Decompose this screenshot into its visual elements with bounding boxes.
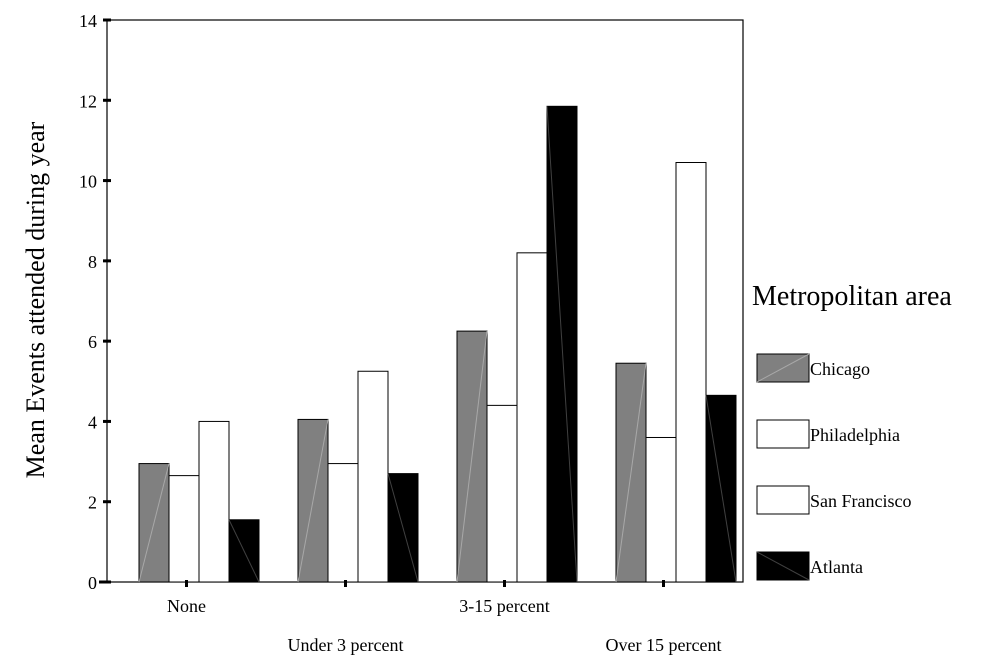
legend-swatch-philadelphia — [756, 419, 810, 449]
bar-philadelphia — [327, 463, 359, 583]
legend-hatch — [756, 551, 810, 581]
y-tick-label: 12 — [79, 91, 97, 111]
legend-title: Metropolitan area — [752, 281, 952, 312]
bar-hatch — [138, 463, 170, 583]
bar-hatch — [387, 473, 419, 583]
bar-hatch — [615, 363, 647, 583]
x-category-label: Under 3 percent — [288, 635, 404, 655]
bar-philadelphia — [486, 404, 518, 583]
bars — [138, 105, 737, 583]
bar-san-francisco — [198, 420, 230, 583]
x-category-label: None — [167, 596, 206, 616]
legend-label: Philadelphia — [810, 425, 900, 445]
bar-philadelphia — [645, 436, 677, 583]
bar-san-francisco — [675, 162, 707, 583]
bar-san-francisco — [516, 252, 548, 583]
legend-swatch-san-francisco — [756, 485, 810, 515]
bar-philadelphia — [168, 475, 200, 583]
bar-hatch — [546, 106, 578, 583]
bar-hatch — [705, 395, 737, 583]
y-axis: 0 2 4 6 8 10 12 14 — [79, 11, 111, 593]
bar-hatch — [297, 419, 329, 583]
y-tick-label: 8 — [88, 252, 97, 272]
y-axis-label: Mean Events attended during year — [21, 121, 50, 478]
y-tick-label: 10 — [79, 172, 97, 192]
legend-hatch — [756, 353, 810, 383]
legend-label: Atlanta — [810, 557, 863, 577]
y-tick-label: 2 — [88, 493, 97, 513]
y-tick-label: 14 — [79, 11, 97, 31]
y-tick-label: 0 — [88, 573, 97, 593]
bar-hatch — [228, 519, 260, 583]
y-tick-label: 6 — [88, 332, 97, 352]
legend-label: Chicago — [810, 359, 870, 379]
x-axis: None Under 3 percent 3-15 percent Over 15 p… — [99, 580, 721, 655]
x-category-label: Over 15 percent — [606, 635, 722, 655]
legend: Metropolitan area Chicago Philadelphia San… — [752, 281, 952, 581]
plot-frame — [106, 19, 744, 583]
legend-label: San Francisco — [810, 491, 911, 511]
bar-hatch — [456, 331, 488, 583]
x-category-label: 3-15 percent — [459, 596, 549, 616]
bar-san-francisco — [357, 370, 389, 583]
y-tick-label: 4 — [88, 412, 97, 432]
